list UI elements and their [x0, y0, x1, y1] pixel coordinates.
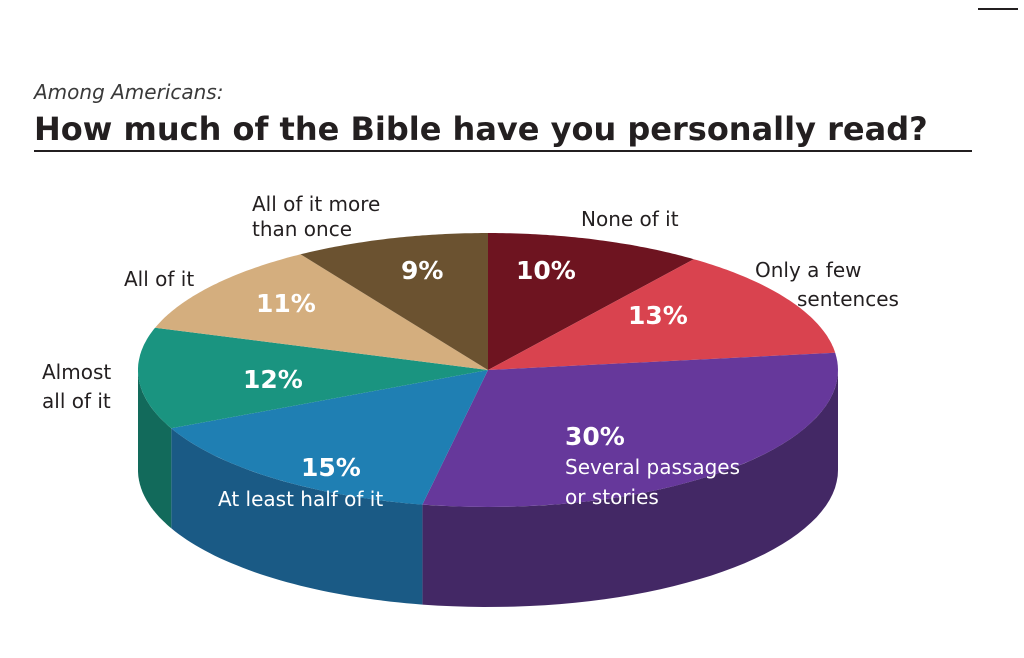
value-label-almost-all: 12% — [243, 365, 303, 394]
pie-slice-several-passages — [422, 352, 838, 507]
category-label-half: At least half of it — [218, 487, 383, 511]
corner-rule — [978, 8, 1018, 10]
pie-sides — [138, 370, 838, 607]
value-label-all: 11% — [256, 289, 316, 318]
value-label-all-more-than-once: 9% — [401, 256, 443, 285]
pie-slice-all-more-than-once — [300, 233, 488, 370]
pie-labels: 10% 13% 30% 15% 12% 11% 9% Several passa… — [42, 192, 899, 511]
value-label-several-passages: 30% — [565, 422, 625, 451]
category-label-several-passages: Several passages or stories — [565, 455, 746, 509]
pie-slice-all — [155, 254, 488, 370]
pie-slice-almost-all — [138, 327, 488, 429]
chart-subtitle: Among Americans: — [34, 80, 224, 104]
category-label-few-sentences: Only a few sentences — [755, 258, 899, 311]
pie-side-half — [171, 428, 423, 605]
category-label-all: All of it — [124, 267, 194, 291]
pie-slice-few-sentences — [488, 259, 836, 370]
pie-slice-half — [171, 370, 489, 505]
title-underline — [34, 150, 972, 152]
category-label-all-more-than-once: All of it more than once — [252, 192, 387, 241]
category-label-none: None of it — [581, 207, 679, 231]
value-label-none: 10% — [516, 256, 576, 285]
value-label-half: 15% — [301, 453, 361, 482]
chart-title: How much of the Bible have you personall… — [34, 110, 928, 148]
category-label-almost-all: Almost all of it — [42, 360, 118, 413]
pie-slices — [138, 233, 838, 507]
pie-side-several-passages — [422, 370, 838, 607]
value-label-few-sentences: 13% — [628, 301, 688, 330]
pie-slice-none — [488, 233, 694, 370]
pie-side-almost-all — [138, 370, 172, 529]
